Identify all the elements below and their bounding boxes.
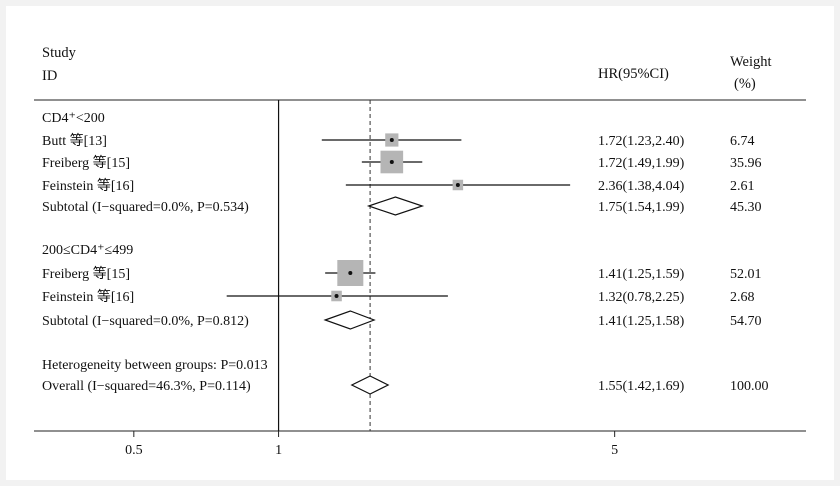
study-1-label: Butt 等[13] [42, 132, 107, 149]
study-6-hr-ci: 1.41(1.25,1.59) [598, 267, 685, 282]
study-7-hr-ci: 1.32(0.78,2.25) [598, 290, 685, 305]
header-study: Study [42, 45, 77, 61]
overall-10-hr-ci: 1.55(1.42,1.69) [598, 379, 685, 394]
pooled-diamond-4 [366, 196, 425, 216]
subtotal-4-label: Subtotal (I−squared=0.0%, P=0.534) [42, 200, 249, 215]
study-1-hr-ci: 1.72(1.23,2.40) [598, 134, 685, 149]
overall-10-label: Overall (I−squared=46.3%, P=0.114) [42, 379, 251, 394]
subtotal-4-hr-ci: 1.75(1.54,1.99) [598, 200, 685, 215]
x-tick-label-1: 1 [275, 443, 282, 458]
point-estimate-1 [389, 138, 394, 142]
header-id: ID [42, 68, 57, 84]
group-0-label: CD4⁺<200 [42, 111, 105, 126]
study-7-label: Feinstein 等[16] [42, 288, 134, 305]
header-weight: Weight [730, 54, 772, 70]
study-2-weight: 35.96 [730, 156, 762, 171]
study-7-weight: 2.68 [730, 290, 755, 305]
subtotal-8-label: Subtotal (I−squared=0.0%, P=0.812) [42, 314, 249, 329]
note-9-label: Heterogeneity between groups: P=0.013 [42, 358, 268, 373]
subtotal-8-hr-ci: 1.41(1.25,1.58) [598, 314, 685, 329]
study-3-hr-ci: 2.36(1.38,4.04) [598, 179, 685, 194]
subtotal-4-weight: 45.30 [730, 200, 762, 215]
study-6-label: Freiberg 等[15] [42, 265, 130, 282]
point-estimate-3 [455, 183, 460, 187]
subtotal-8-weight: 54.70 [730, 314, 762, 329]
overall-10-weight: 100.00 [730, 379, 769, 394]
point-estimate-2 [389, 160, 394, 164]
study-6-weight: 52.01 [730, 267, 762, 282]
study-1-weight: 6.74 [730, 134, 755, 149]
point-estimate-7 [334, 294, 339, 298]
forest-plot-panel: Study ID HR(95%CI) Weight (%) CD4⁺<200 Bu… [6, 6, 834, 480]
point-estimate-6 [348, 271, 353, 275]
pooled-diamond-8 [323, 310, 376, 330]
group-5-label: 200≤CD4⁺≤499 [42, 243, 133, 258]
header-weight-unit: (%) [734, 76, 756, 92]
pooled-diamond-10 [350, 375, 390, 395]
x-tick-label-2: 5 [611, 443, 618, 458]
header-hr: HR(95%CI) [598, 66, 669, 82]
study-2-hr-ci: 1.72(1.49,1.99) [598, 156, 685, 171]
study-3-weight: 2.61 [730, 179, 755, 194]
forest-plot: Study ID HR(95%CI) Weight (%) CD4⁺<200 Bu… [34, 45, 806, 458]
x-tick-label-0: 0.5 [125, 443, 143, 458]
study-2-label: Freiberg 等[15] [42, 154, 130, 171]
study-3-label: Feinstein 等[16] [42, 177, 134, 194]
